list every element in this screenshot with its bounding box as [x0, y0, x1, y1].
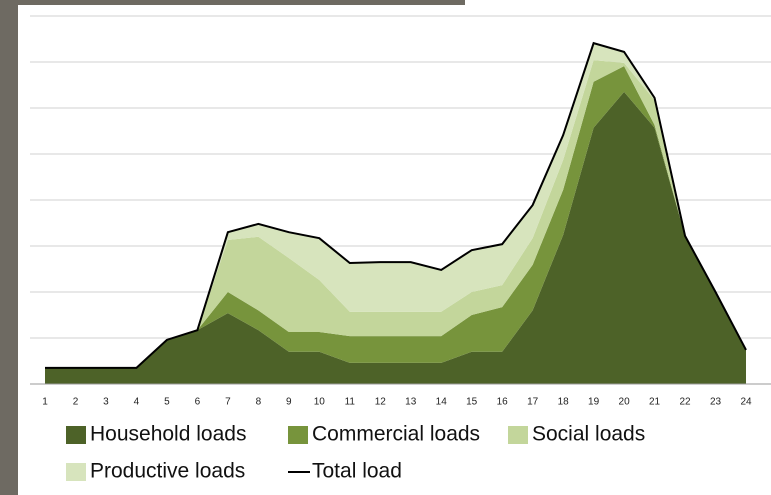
x-tick-label: 22 — [679, 397, 691, 408]
legend-swatch — [508, 426, 528, 444]
x-tick-label: 6 — [195, 397, 201, 408]
x-tick-label: 9 — [286, 397, 292, 408]
x-tick-label: 5 — [164, 397, 170, 408]
area — [45, 43, 746, 368]
background-photo — [0, 0, 18, 495]
x-tick-label: 13 — [405, 397, 417, 408]
x-tick-label: 1 — [42, 397, 48, 408]
background-photo-top — [0, 0, 465, 5]
x-tick-label: 18 — [558, 397, 570, 408]
legend-label: Household loads — [90, 423, 246, 446]
legend-label: Total load — [312, 460, 402, 483]
x-tick-label: 20 — [619, 397, 631, 408]
x-tick-label: 7 — [225, 397, 231, 408]
x-tick-label: 24 — [740, 397, 752, 408]
x-tick-label: 23 — [710, 397, 722, 408]
x-tick-label: 4 — [134, 397, 140, 408]
x-tick-label: 15 — [466, 397, 478, 408]
area — [45, 60, 746, 368]
x-tick-label: 21 — [649, 397, 661, 408]
x-tick-label: 16 — [497, 397, 509, 408]
legend-swatch — [288, 426, 308, 444]
x-tick-label: 19 — [588, 397, 600, 408]
x-tick-label: 14 — [436, 397, 448, 408]
legend-label: Social loads — [532, 423, 645, 446]
x-tick-label: 11 — [345, 397, 356, 408]
total-line — [45, 41, 747, 369]
legend-label: Commercial loads — [312, 423, 480, 446]
legend-swatch — [66, 426, 86, 444]
x-tick-label: 17 — [527, 397, 539, 408]
area — [45, 91, 746, 385]
x-tick-label: 8 — [256, 397, 262, 408]
x-tick-label: 2 — [73, 397, 79, 408]
legend-label: Productive loads — [90, 460, 245, 483]
legend-swatch — [66, 463, 86, 481]
x-tick-label: 12 — [375, 397, 387, 408]
x-tick-label: 3 — [103, 397, 109, 408]
x-tick-label: 10 — [314, 397, 326, 408]
